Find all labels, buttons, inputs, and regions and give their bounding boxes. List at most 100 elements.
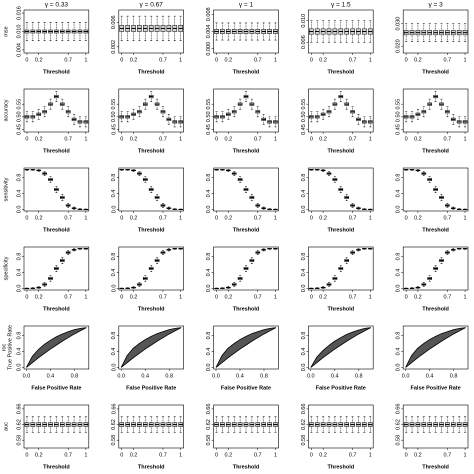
y-tick-label: 0.030: [396, 17, 402, 31]
x-axis-label: Threshold: [328, 227, 355, 233]
y-tick-label: 0.004: [16, 43, 22, 57]
x-tick-label: 0.7: [159, 215, 167, 221]
x-tick-label: 1: [464, 294, 467, 300]
row-label: roc: [1, 343, 7, 351]
y-tick-label: 0.8: [16, 174, 22, 182]
y-tick-label: 0.4: [16, 190, 22, 198]
x-tick-label: 0.7: [159, 452, 167, 458]
x-axis-label: Threshold: [43, 148, 70, 154]
roc-curve: [405, 327, 466, 368]
plot-frame: [118, 88, 184, 133]
x-tick-label: 1: [369, 215, 372, 221]
y-tick-label: 0.62: [111, 419, 117, 430]
x-axis-label: Threshold: [233, 227, 260, 233]
y-tick-label: 0.66: [301, 404, 307, 415]
x-tick-label: 1: [84, 136, 87, 142]
x-tick-label: 0: [310, 452, 313, 458]
x-tick-label: 0.7: [64, 57, 72, 63]
x-axis-label: Threshold: [422, 306, 449, 312]
y-tick-label: 0.0: [16, 285, 22, 293]
y-tick-label: 0.010: [16, 25, 22, 39]
y-tick-label: 0.8: [111, 174, 117, 182]
y-tick-label: 0.0: [301, 285, 307, 293]
x-tick-label: 0.0: [402, 373, 410, 379]
y-tick-label: 0.8: [396, 174, 402, 182]
curve-band: [121, 327, 182, 368]
x-axis-label: Threshold: [422, 148, 449, 154]
x-tick-label: 0: [215, 136, 218, 142]
x-tick-label: 1: [179, 215, 182, 221]
x-tick-label: 0.2: [35, 215, 43, 221]
plot-frame: [402, 88, 469, 133]
x-tick-label: 0.8: [260, 373, 268, 379]
x-tick-label: 0: [405, 452, 408, 458]
panel-title: γ = 3: [428, 2, 443, 9]
x-tick-label: 0.2: [414, 215, 422, 221]
y-tick-label: 0.0: [111, 364, 117, 372]
y-tick-label: 0.4: [206, 348, 212, 356]
x-tick-label: 1: [274, 452, 277, 458]
plot-frame: [308, 325, 374, 370]
x-tick-label: 0.7: [444, 136, 452, 142]
curve-band: [310, 327, 371, 368]
x-tick-label: 1: [84, 57, 87, 63]
x-tick-label: 0.2: [224, 215, 232, 221]
y-tick-label: 0.8: [16, 332, 22, 340]
plot-frame: [118, 246, 184, 291]
x-tick-label: 1: [274, 57, 277, 63]
x-tick-label: 0: [405, 215, 408, 221]
x-axis-label: False Positive Rate: [31, 385, 81, 391]
x-tick-label: 0.0: [212, 373, 220, 379]
x-tick-label: 0.2: [224, 294, 232, 300]
y-tick-label: 0.0: [16, 364, 22, 372]
y-tick-label: 0.50: [301, 111, 307, 122]
y-tick-label: 0.58: [301, 435, 307, 446]
y-tick-label: 0.0: [111, 206, 117, 214]
x-axis-label: Threshold: [138, 148, 165, 154]
x-tick-label: 0.2: [130, 452, 138, 458]
y-tick-label: 0.4: [16, 348, 22, 356]
x-tick-label: 1: [369, 452, 372, 458]
x-tick-label: 0: [120, 57, 123, 63]
y-tick-label: 0.0: [396, 285, 402, 293]
x-tick-label: 0.2: [35, 452, 43, 458]
y-tick-label: 0.0: [301, 206, 307, 214]
y-tick-label: 0.4: [206, 190, 212, 198]
x-tick-label: 0: [215, 452, 218, 458]
x-tick-label: 0.7: [64, 452, 72, 458]
x-tick-label: 1: [464, 452, 467, 458]
plot-frame: [213, 88, 279, 133]
y-tick-label: 0.8: [111, 253, 117, 261]
y-tick-label: 0.0: [16, 206, 22, 214]
roc-curve: [405, 327, 466, 368]
x-axis-label: Threshold: [43, 464, 70, 470]
roc-curve: [26, 327, 87, 368]
y-tick-label: 0.0: [396, 206, 402, 214]
x-tick-label: 0.7: [159, 294, 167, 300]
x-tick-label: 1: [464, 136, 467, 142]
y-tick-label: 0.50: [206, 111, 212, 122]
y-tick-label: 0.8: [206, 332, 212, 340]
x-tick-label: 0.2: [130, 294, 138, 300]
y-tick-label: 0.000: [206, 42, 212, 56]
x-axis-label: Threshold: [138, 227, 165, 233]
y-axis-label: sensitivity: [3, 177, 9, 201]
x-tick-label: 1: [179, 294, 182, 300]
x-tick-label: 0.2: [319, 57, 327, 63]
x-tick-label: 0.7: [349, 136, 357, 142]
y-tick-label: 0.55: [301, 99, 307, 110]
x-tick-label: 0.4: [331, 373, 339, 379]
y-tick-label: 0.8: [301, 253, 307, 261]
x-axis-label: Threshold: [422, 464, 449, 470]
x-tick-label: 0.2: [224, 452, 232, 458]
plot-frame: [118, 404, 184, 449]
y-tick-label: 0.66: [206, 404, 212, 415]
y-tick-label: 0.002: [111, 40, 117, 54]
x-tick-label: 0: [120, 452, 123, 458]
panel-title: γ = 0.33: [45, 2, 69, 9]
y-tick-label: 0.008: [206, 7, 212, 21]
x-axis-label: Threshold: [422, 69, 449, 75]
x-tick-label: 1: [84, 215, 87, 221]
y-axis-label: accuracy: [3, 99, 9, 121]
